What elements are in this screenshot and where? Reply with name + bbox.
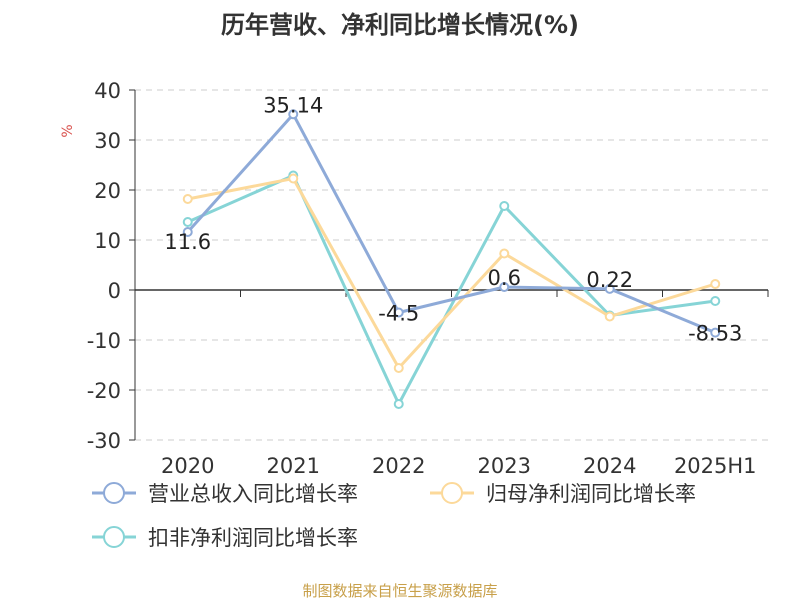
data-labels: 11.6 35.14 -4.5 0.6 0.22 -8.53 <box>164 93 742 345</box>
data-label: 0.6 <box>488 266 521 290</box>
x-tick-label: 2020 <box>161 454 214 478</box>
y-tick-label: -10 <box>87 329 121 353</box>
data-point <box>710 327 721 338</box>
data-point <box>710 296 721 306</box>
legend-marker <box>103 482 125 504</box>
x-tick-label: 2025H1 <box>674 454 757 478</box>
legend-item[interactable]: 归母净利润同比增长率 <box>430 482 696 506</box>
data-point <box>288 109 299 120</box>
y-tick-label: 30 <box>94 129 121 153</box>
data-point <box>288 173 299 184</box>
x-tick-label: 2021 <box>267 454 320 478</box>
data-point <box>182 217 193 227</box>
x-tick-label: 2022 <box>372 454 425 478</box>
x-tick-label: 2023 <box>478 454 531 478</box>
data-point <box>393 399 404 409</box>
y-axis-unit-label: % <box>60 124 76 137</box>
legend-label: 扣非净利润同比增长率 <box>148 526 358 550</box>
data-label: 11.6 <box>164 230 211 254</box>
y-tick-label: 10 <box>94 229 121 253</box>
data-label: 0.22 <box>586 268 633 292</box>
data-label: 35.14 <box>263 93 323 117</box>
series-line <box>186 112 716 335</box>
data-point <box>499 248 510 259</box>
data-point <box>182 194 193 204</box>
legend-label: 营业总收入同比增长率 <box>148 482 358 506</box>
y-tick-label: -30 <box>87 429 121 453</box>
legend-marker <box>441 482 463 504</box>
data-label: -8.53 <box>688 322 742 346</box>
data-point <box>604 311 615 322</box>
legend-item[interactable]: 营业总收入同比增长率 <box>92 482 358 506</box>
x-tick-label: 2024 <box>583 454 636 478</box>
y-tick-label: 40 <box>94 79 121 103</box>
axes: 40 30 20 10 0 -10 -20 -30 2020 2021 2022 2023 2024 20… <box>87 79 769 478</box>
legend-label: 归母净利润同比增长率 <box>486 482 696 506</box>
data-point <box>182 227 193 237</box>
data-label: -4.5 <box>378 302 419 326</box>
data-point <box>604 283 615 294</box>
data-point <box>393 307 404 318</box>
legend-item[interactable]: 扣非净利润同比增长率 <box>92 526 358 550</box>
data-point <box>499 201 510 211</box>
y-tick-label: -20 <box>87 379 121 403</box>
data-point <box>393 363 404 373</box>
series-lines <box>182 109 721 409</box>
grid-lines <box>135 89 768 441</box>
y-tick-label: 0 <box>108 279 121 303</box>
data-point <box>499 282 510 292</box>
y-tick-label: 20 <box>94 179 121 203</box>
chart-title: 历年营收、净利同比增长情况(%) <box>221 11 579 39</box>
legend-marker <box>103 526 125 548</box>
series-line <box>187 177 716 370</box>
source-note: 制图数据来自恒生聚源数据库 <box>302 582 497 600</box>
data-point <box>710 279 721 289</box>
